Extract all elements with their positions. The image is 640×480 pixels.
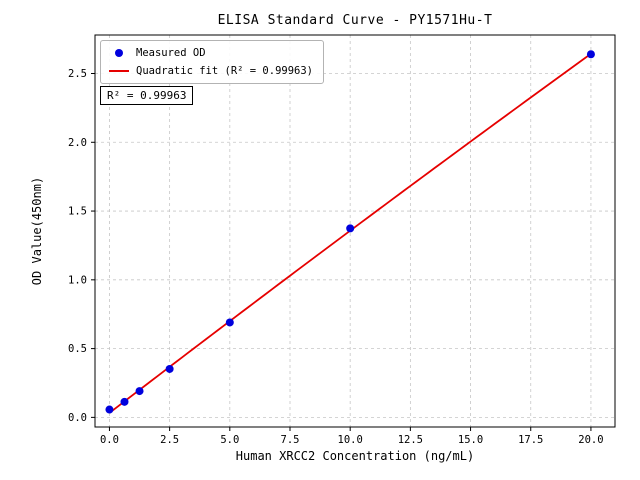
x-tick-label: 15.0 <box>458 434 483 446</box>
y-tick-label: 0.0 <box>68 412 87 424</box>
y-tick-label: 1.5 <box>68 206 87 218</box>
data-point <box>346 224 355 233</box>
chart-title: ELISA Standard Curve - PY1571Hu-T <box>217 13 493 28</box>
x-tick-label: 7.5 <box>281 434 300 446</box>
r-squared-annotation: R² = 0.99963 <box>100 86 194 105</box>
legend-item-measured-od: Measured OD <box>109 47 313 59</box>
data-point <box>120 397 129 406</box>
x-tick-label: 12.5 <box>398 434 423 446</box>
x-tick-label: 2.5 <box>160 434 179 446</box>
data-point <box>225 318 234 327</box>
y-tick-label: 0.5 <box>68 343 87 355</box>
x-tick-label: 10.0 <box>338 434 363 446</box>
data-point <box>105 405 114 414</box>
x-tick-label: 0.0 <box>100 434 119 446</box>
legend-label-measured-od: Measured OD <box>136 47 206 59</box>
x-tick-label: 5.0 <box>220 434 239 446</box>
data-point <box>135 387 144 396</box>
data-point <box>165 364 174 373</box>
x-axis-label: Human XRCC2 Concentration (ng/mL) <box>235 449 475 463</box>
plot-frame <box>94 34 616 428</box>
data-point <box>586 50 595 59</box>
fit-line-marker-icon <box>109 70 129 72</box>
legend-label-quadratic-fit: Quadratic fit (R² = 0.99963) <box>136 65 314 77</box>
x-tick-label: 20.0 <box>578 434 603 446</box>
y-tick-label: 1.0 <box>68 274 87 286</box>
legend: Measured OD Quadratic fit (R² = 0.99963) <box>100 40 325 84</box>
y-tick-label: 2.0 <box>68 137 87 149</box>
y-axis-label: OD Value(450nm) <box>30 176 44 286</box>
y-tick-label: 2.5 <box>68 68 87 80</box>
x-tick-label: 17.5 <box>518 434 543 446</box>
measured-od-marker-icon <box>115 49 123 57</box>
legend-item-quadratic-fit: Quadratic fit (R² = 0.99963) <box>109 65 313 77</box>
